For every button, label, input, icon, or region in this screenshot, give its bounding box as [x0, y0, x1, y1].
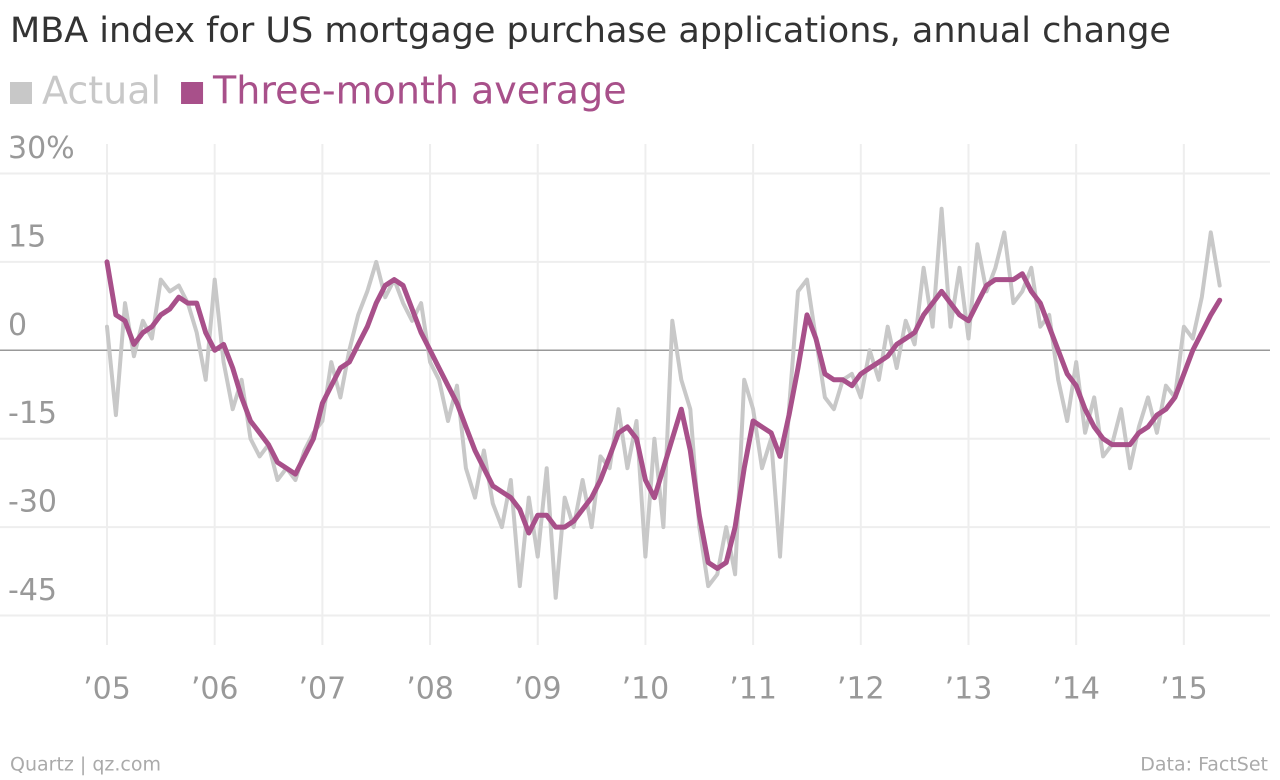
y-tick-label: 15: [8, 219, 46, 254]
x-tick-label: ’15: [1160, 672, 1208, 707]
x-tick-label: ’07: [299, 672, 347, 707]
chart-title: MBA index for US mortgage purchase appli…: [10, 11, 1171, 51]
y-tick-label: 0: [8, 308, 27, 343]
x-tick-label: ’06: [191, 672, 239, 707]
legend-label: Actual: [42, 69, 161, 113]
y-tick-label: -45: [8, 573, 57, 608]
legend-swatch: [181, 82, 204, 104]
x-tick-label: ’09: [514, 672, 562, 707]
credit: Quartz | qz.com: [10, 754, 161, 776]
x-tick-label: ’11: [729, 672, 777, 707]
x-tick-label: ’08: [406, 672, 454, 707]
series-line: [105, 206, 1222, 600]
x-tick-label: ’10: [622, 672, 670, 707]
y-tick-label: 30%: [8, 131, 75, 166]
legend-label: Three-month average: [212, 69, 627, 113]
source: Data: FactSet: [1140, 754, 1268, 776]
series-line: [104, 259, 1223, 571]
x-tick-label: ’13: [945, 672, 993, 707]
y-tick-label: -15: [8, 396, 57, 431]
x-tick-label: ’14: [1052, 672, 1100, 707]
x-tick-label: ’05: [83, 672, 131, 707]
x-tick-label: ’12: [837, 672, 885, 707]
y-tick-label: -30: [8, 485, 57, 520]
legend-swatch: [10, 82, 32, 104]
